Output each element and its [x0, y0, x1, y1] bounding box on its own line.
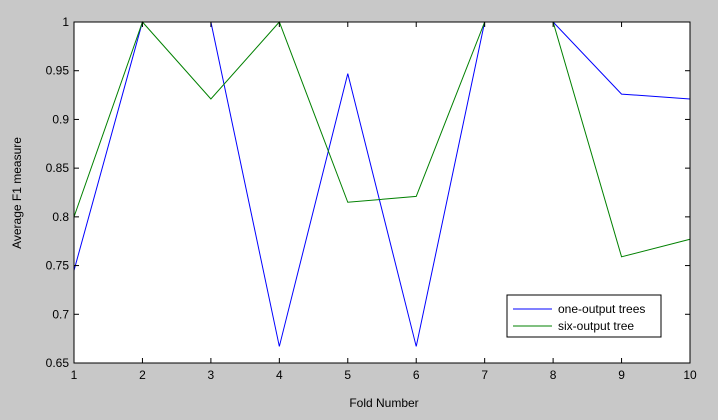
legend-box — [506, 294, 662, 338]
x-tick-label: 7 — [481, 368, 488, 382]
legend: one-output trees six-output tree — [506, 294, 662, 338]
y-tick-label: 0.95 — [46, 64, 70, 78]
y-axis-label: Average F1 measure — [10, 137, 24, 249]
x-tick-label: 5 — [344, 368, 351, 382]
x-tick-label: 6 — [413, 368, 420, 382]
x-tick-label: 3 — [208, 368, 215, 382]
x-tick-label: 8 — [550, 368, 557, 382]
tick-layer: 1 2 3 4 5 6 7 8 9 10 0.65 0.7 0.75 0.8 0.85 0.9 0.95 1 — [46, 15, 697, 382]
series-line-six-output-tree — [73, 21, 691, 258]
y-tick-label: 0.7 — [52, 307, 69, 321]
legend-label-one-output-trees: one-output trees — [558, 302, 645, 316]
x-tick-label: 1 — [71, 368, 78, 382]
y-tick-label: 0.9 — [52, 112, 69, 126]
x-tick-label: 2 — [139, 368, 146, 382]
y-tick-label: 0.75 — [46, 259, 70, 273]
x-axis-label: Fold Number — [349, 396, 418, 410]
x-tick-label: 10 — [683, 368, 697, 382]
y-tick-label: 0.85 — [46, 161, 70, 175]
legend-label-six-output-tree: six-output tree — [558, 319, 634, 333]
y-tick-label: 0.8 — [52, 210, 69, 224]
y-tick-label: 0.65 — [46, 356, 70, 370]
x-tick-label: 9 — [618, 368, 625, 382]
plot-frame — [73, 21, 691, 364]
x-tick-label: 4 — [276, 368, 283, 382]
y-tick-label: 1 — [62, 15, 69, 29]
